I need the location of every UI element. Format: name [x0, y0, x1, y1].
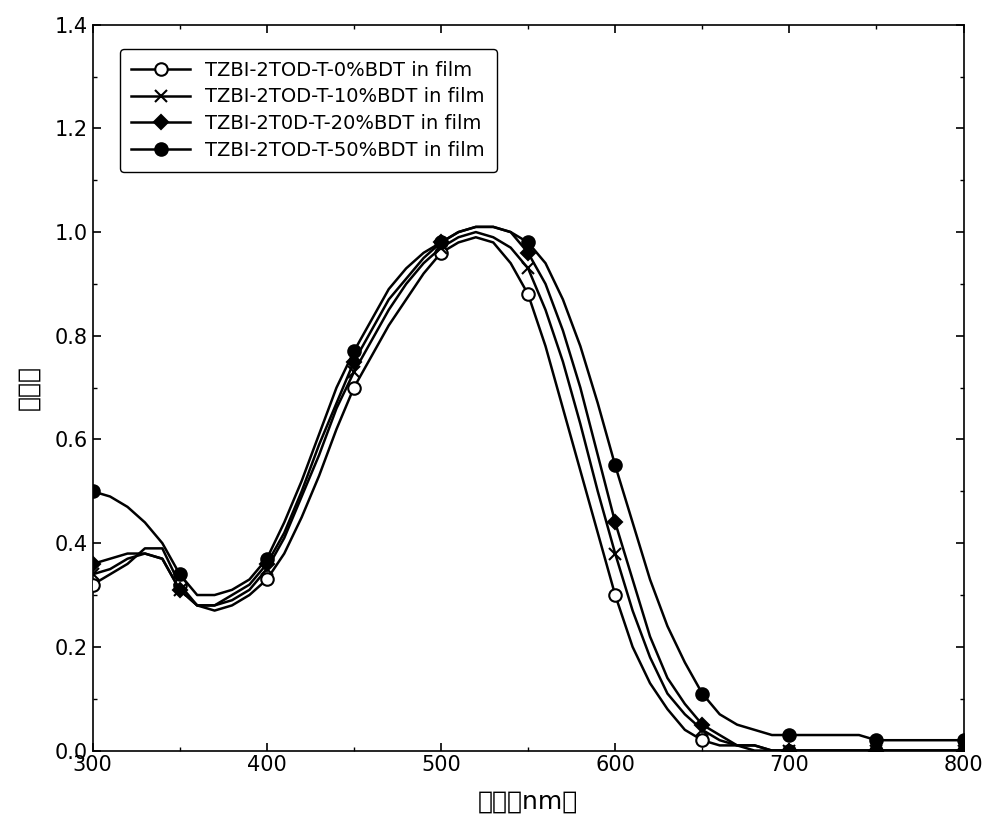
- TZBI-2TOD-T-0%BDT in film: [278, 549, 290, 559]
- TZBI-2T0D-T-20%BDT in film: [87, 559, 99, 569]
- TZBI-2TOD-T-50%BDT in film: [278, 517, 290, 527]
- Line: TZBI-2T0D-T-20%BDT in film: TZBI-2T0D-T-20%BDT in film: [88, 222, 968, 755]
- Y-axis label: 归一化: 归一化: [17, 365, 41, 410]
- TZBI-2T0D-T-20%BDT in film: [958, 745, 970, 755]
- Line: TZBI-2TOD-T-0%BDT in film: TZBI-2TOD-T-0%BDT in film: [86, 231, 970, 757]
- TZBI-2TOD-T-10%BDT in film: [87, 569, 99, 579]
- TZBI-2TOD-T-50%BDT in film: [348, 346, 360, 356]
- Line: TZBI-2TOD-T-50%BDT in film: TZBI-2TOD-T-50%BDT in film: [86, 221, 970, 746]
- TZBI-2T0D-T-20%BDT in film: [679, 699, 691, 709]
- TZBI-2T0D-T-20%BDT in film: [348, 357, 360, 367]
- TZBI-2TOD-T-50%BDT in film: [470, 222, 482, 232]
- TZBI-2TOD-T-10%BDT in film: [348, 367, 360, 377]
- TZBI-2TOD-T-50%BDT in film: [731, 720, 743, 730]
- TZBI-2TOD-T-0%BDT in film: [731, 740, 743, 750]
- TZBI-2TOD-T-50%BDT in film: [365, 315, 377, 325]
- TZBI-2TOD-T-50%BDT in film: [679, 657, 691, 667]
- TZBI-2TOD-T-10%BDT in film: [365, 336, 377, 346]
- TZBI-2T0D-T-20%BDT in film: [365, 325, 377, 335]
- TZBI-2T0D-T-20%BDT in film: [940, 745, 952, 755]
- TZBI-2TOD-T-0%BDT in film: [87, 579, 99, 589]
- TZBI-2TOD-T-0%BDT in film: [365, 352, 377, 362]
- TZBI-2TOD-T-10%BDT in film: [278, 533, 290, 543]
- TZBI-2T0D-T-20%BDT in film: [766, 745, 778, 755]
- TZBI-2TOD-T-10%BDT in film: [679, 710, 691, 720]
- TZBI-2TOD-T-50%BDT in film: [940, 735, 952, 745]
- Line: TZBI-2TOD-T-10%BDT in film: TZBI-2TOD-T-10%BDT in film: [86, 226, 970, 757]
- Legend: TZBI-2TOD-T-0%BDT in film, TZBI-2TOD-T-10%BDT in film, TZBI-2T0D-T-20%BDT in fil: TZBI-2TOD-T-0%BDT in film, TZBI-2TOD-T-1…: [120, 49, 497, 172]
- TZBI-2TOD-T-10%BDT in film: [470, 227, 482, 237]
- TZBI-2T0D-T-20%BDT in film: [278, 528, 290, 538]
- TZBI-2TOD-T-10%BDT in film: [731, 740, 743, 750]
- TZBI-2TOD-T-0%BDT in film: [348, 383, 360, 393]
- TZBI-2TOD-T-0%BDT in film: [940, 745, 952, 755]
- TZBI-2TOD-T-50%BDT in film: [958, 735, 970, 745]
- TZBI-2TOD-T-0%BDT in film: [749, 745, 761, 755]
- TZBI-2TOD-T-0%BDT in film: [958, 745, 970, 755]
- TZBI-2TOD-T-50%BDT in film: [870, 735, 882, 745]
- TZBI-2TOD-T-10%BDT in film: [766, 745, 778, 755]
- X-axis label: 波长（nm）: 波长（nm）: [478, 789, 578, 813]
- TZBI-2T0D-T-20%BDT in film: [731, 740, 743, 750]
- TZBI-2TOD-T-0%BDT in film: [470, 232, 482, 242]
- TZBI-2T0D-T-20%BDT in film: [470, 222, 482, 232]
- TZBI-2TOD-T-0%BDT in film: [679, 725, 691, 735]
- TZBI-2TOD-T-10%BDT in film: [958, 745, 970, 755]
- TZBI-2TOD-T-50%BDT in film: [87, 486, 99, 496]
- TZBI-2TOD-T-10%BDT in film: [940, 745, 952, 755]
